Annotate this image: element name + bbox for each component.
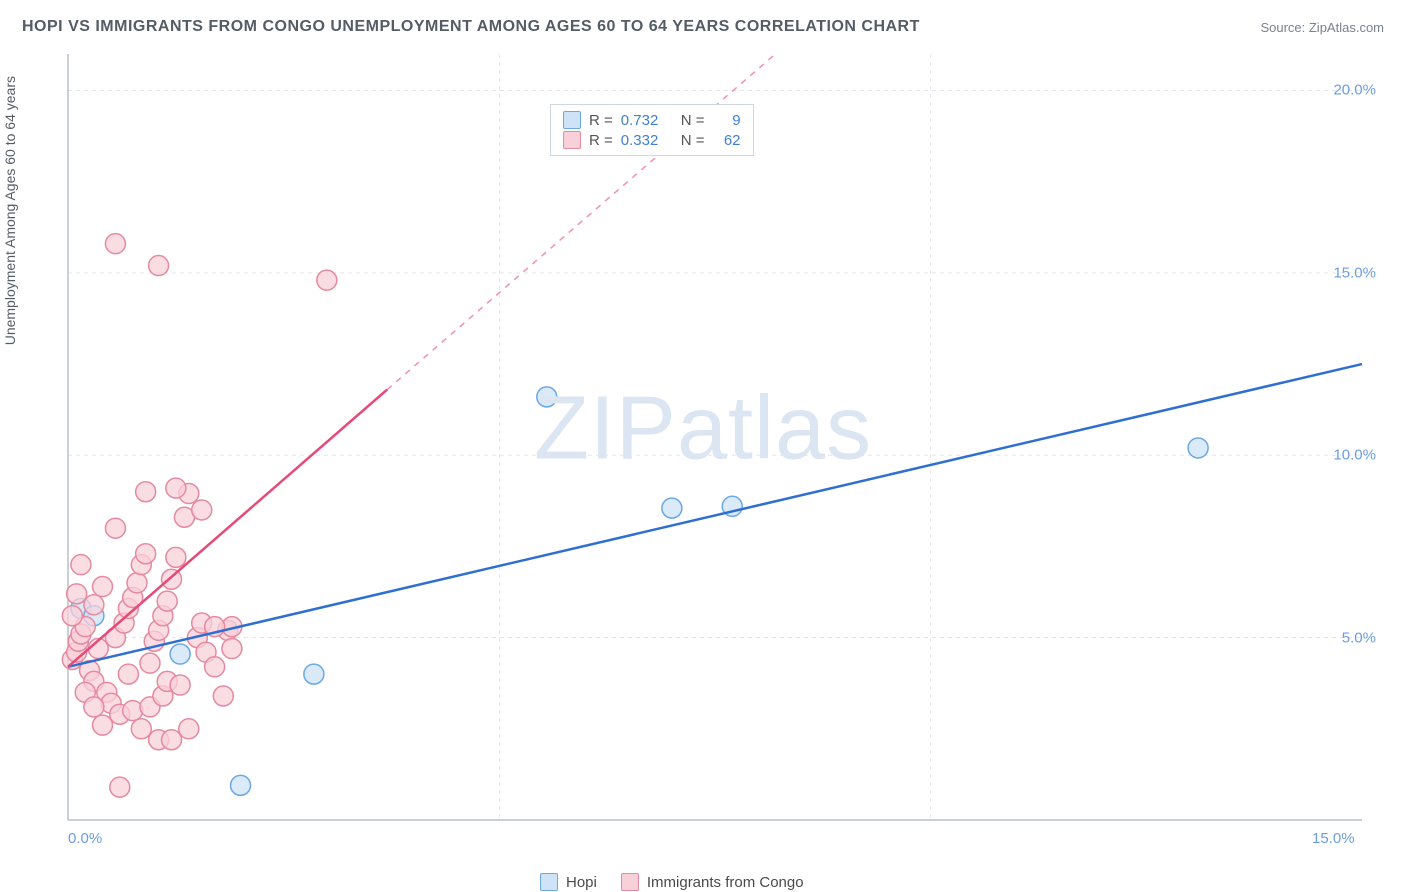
stats-legend-box: R = 0.732 N = 9 R = 0.332 N = 62 — [550, 104, 754, 156]
stat-n-value: 62 — [713, 132, 741, 149]
stat-n-value: 9 — [713, 112, 741, 129]
legend-item: Immigrants from Congo — [621, 873, 804, 891]
y-tick-label: 5.0% — [1342, 629, 1376, 646]
chart-area: Unemployment Among Ages 60 to 64 years Z… — [20, 50, 1386, 840]
legend-item: Hopi — [540, 873, 597, 891]
stat-label: R = — [589, 132, 613, 149]
swatch-icon — [540, 873, 558, 891]
stats-row: R = 0.332 N = 62 — [563, 131, 741, 149]
y-tick-label: 15.0% — [1333, 264, 1376, 281]
series-legend: Hopi Immigrants from Congo — [540, 873, 804, 891]
swatch-icon — [563, 111, 581, 129]
stats-row: R = 0.732 N = 9 — [563, 111, 741, 129]
stat-r-value: 0.732 — [621, 112, 673, 129]
y-tick-label: 20.0% — [1333, 82, 1376, 99]
y-tick-label: 10.0% — [1333, 447, 1376, 464]
swatch-icon — [621, 873, 639, 891]
x-tick-label: 0.0% — [68, 830, 102, 847]
chart-source: Source: ZipAtlas.com — [1260, 20, 1384, 35]
legend-label: Hopi — [566, 874, 597, 891]
y-axis-title: Unemployment Among Ages 60 to 64 years — [2, 76, 18, 345]
scatter-plot — [52, 50, 1386, 840]
stat-r-value: 0.332 — [621, 132, 673, 149]
stat-label: N = — [681, 132, 705, 149]
swatch-icon — [563, 131, 581, 149]
chart-header: HOPI VS IMMIGRANTS FROM CONGO UNEMPLOYME… — [0, 0, 1406, 44]
x-tick-label: 15.0% — [1312, 830, 1355, 847]
stat-label: N = — [681, 112, 705, 129]
stat-label: R = — [589, 112, 613, 129]
legend-label: Immigrants from Congo — [647, 874, 804, 891]
chart-title: HOPI VS IMMIGRANTS FROM CONGO UNEMPLOYME… — [22, 18, 920, 36]
